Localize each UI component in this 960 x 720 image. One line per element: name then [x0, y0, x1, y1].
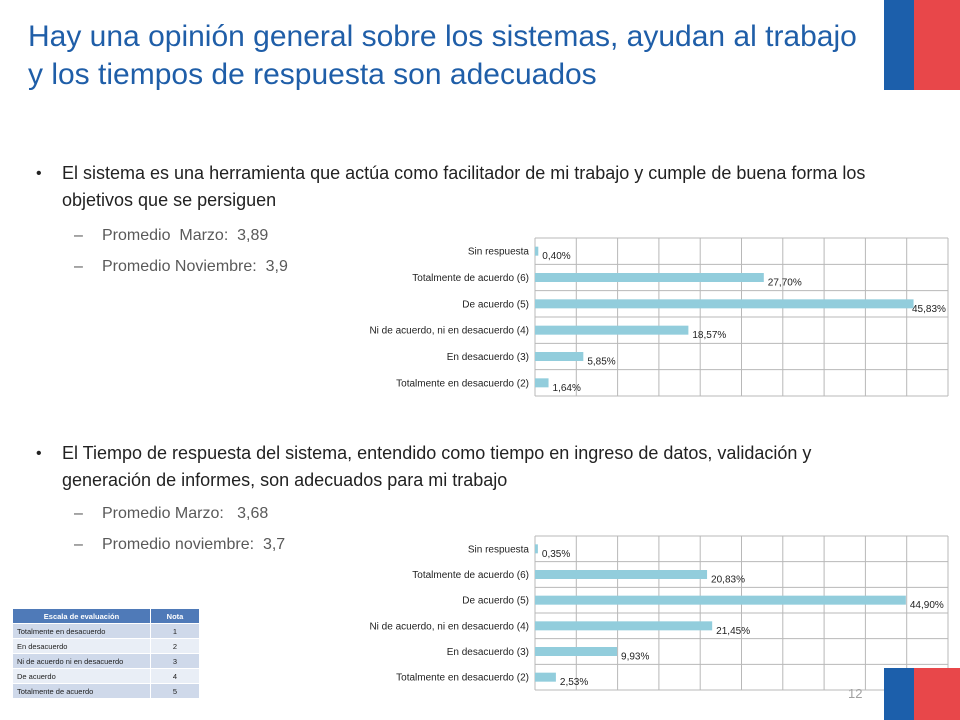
category-label: Totalmente en desacuerdo (2) — [396, 378, 529, 389]
table-row: De acuerdo 4 — [12, 668, 200, 684]
category-label: En desacuerdo (3) — [447, 352, 529, 363]
category-label: Sin respuesta — [468, 544, 530, 555]
category-label: Totalmente en desacuerdo (2) — [396, 673, 529, 684]
bar-chart-system-tool: Sin respuesta 0,40% Totalmente de acuerdo … — [369, 237, 949, 397]
table-header: Nota — [150, 608, 200, 624]
table-row: Totalmente en desacuerdo 1 — [12, 623, 200, 639]
bullet-text: El sistema es una herramienta que actúa … — [62, 163, 866, 210]
data-label: 0,35% — [542, 549, 570, 560]
category-label: En desacuerdo (3) — [447, 647, 529, 658]
table-row: Totalmente de acuerdo 5 — [12, 683, 200, 699]
category-label: De acuerdo (5) — [462, 596, 529, 607]
bar — [535, 570, 708, 579]
data-label: 1,64% — [553, 383, 581, 394]
chile-flag-logo — [884, 668, 960, 720]
page-title: Hay una opinión general sobre los sistem… — [28, 20, 857, 91]
page-number: 12 — [848, 686, 863, 701]
chile-flag-logo — [884, 0, 960, 92]
bar — [535, 672, 556, 682]
bullet-system-tool: • El sistema es una herramienta que actú… — [36, 160, 876, 216]
data-label: 5,85% — [587, 357, 615, 368]
bar — [535, 352, 584, 361]
category-label: Totalmente de acuerdo (6) — [412, 273, 529, 284]
data-label: 45,83% — [912, 304, 946, 315]
bar — [535, 378, 549, 388]
data-label: 2,53% — [560, 677, 588, 688]
category-label: Totalmente de acuerdo (6) — [412, 570, 529, 581]
bar — [535, 273, 764, 282]
bullet-text: El Tiempo de respuesta del sistema, ente… — [62, 443, 812, 490]
category-label: Ni de acuerdo, ni en desacuerdo (4) — [369, 326, 529, 337]
bar — [535, 246, 539, 256]
bar — [535, 595, 906, 605]
bullet-dot-icon: • — [36, 165, 42, 182]
bullet-response-time: • El Tiempo de respuesta del sistema, en… — [36, 440, 876, 496]
category-label: Ni de acuerdo, ni en desacuerdo (4) — [369, 621, 529, 632]
bullet-dot-icon: • — [36, 445, 42, 462]
data-label: 44,90% — [910, 600, 944, 611]
bar — [535, 647, 618, 656]
data-label: 18,57% — [692, 330, 726, 341]
table-header: Escala de evaluación — [12, 608, 151, 624]
bar-chart-response-time: Sin respuesta 0,35% Totalmente de acuerdo … — [369, 535, 949, 691]
data-label: 21,45% — [716, 626, 750, 637]
bar — [535, 325, 689, 335]
data-label: 27,70% — [768, 278, 802, 289]
bar — [535, 544, 538, 554]
bar — [535, 621, 713, 631]
data-label: 0,40% — [542, 251, 570, 262]
bar — [535, 299, 914, 309]
category-label: Sin respuesta — [468, 247, 530, 258]
table-row: En desacuerdo 2 — [12, 638, 200, 654]
category-label: De acuerdo (5) — [462, 299, 529, 310]
data-label: 9,93% — [621, 652, 649, 663]
table-row: Ni de acuerdo ni en desacuerdo 3 — [12, 653, 200, 669]
data-label: 20,83% — [711, 575, 745, 586]
evaluation-scale-table: Escala de evaluación Nota Totalmente en … — [12, 608, 200, 699]
